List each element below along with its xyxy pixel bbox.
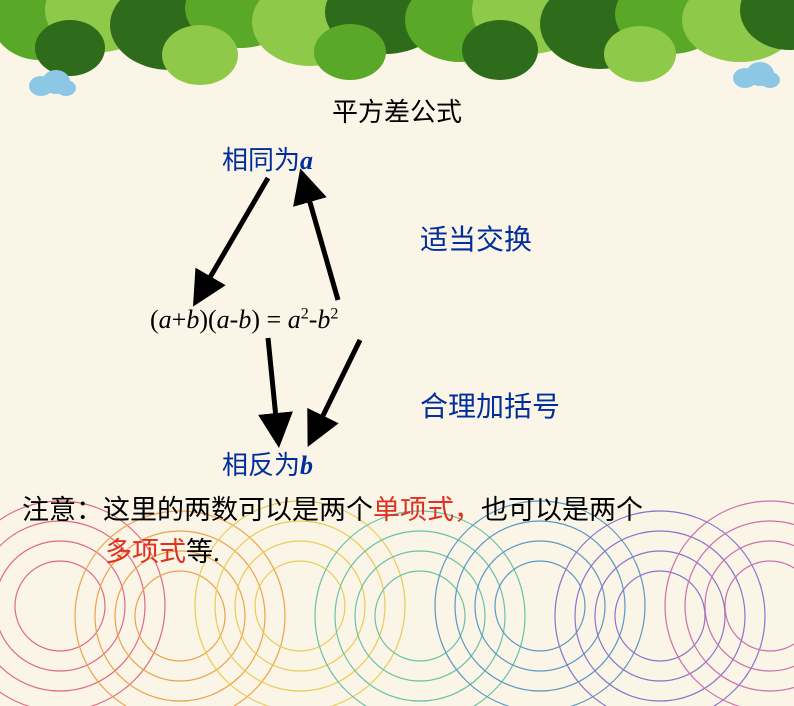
label-swap: 适当交换 <box>420 218 532 258</box>
formula-difference-of-squares: (a+b)(a-b) = a2-b2 <box>150 305 338 335</box>
label-opposite-as-b: 相反为b <box>222 445 313 482</box>
slide-title: 平方差公式 <box>0 92 794 129</box>
label-same-var: a <box>300 146 313 175</box>
label-opp-var: b <box>300 451 313 480</box>
note-line-1: 注意：这里的两数可以是两个单项式，也可以是两个 <box>22 488 643 527</box>
note-line-2: 多项式等. <box>105 530 220 569</box>
label-same-as-a: 相同为a <box>222 140 313 177</box>
label-opp-prefix: 相反为 <box>222 451 300 480</box>
highlight-monomial: 单项式 <box>373 495 454 525</box>
label-same-prefix: 相同为 <box>222 146 300 175</box>
highlight-polynomial: 多项式 <box>105 537 186 567</box>
label-add-brackets: 合理加括号 <box>420 385 560 425</box>
